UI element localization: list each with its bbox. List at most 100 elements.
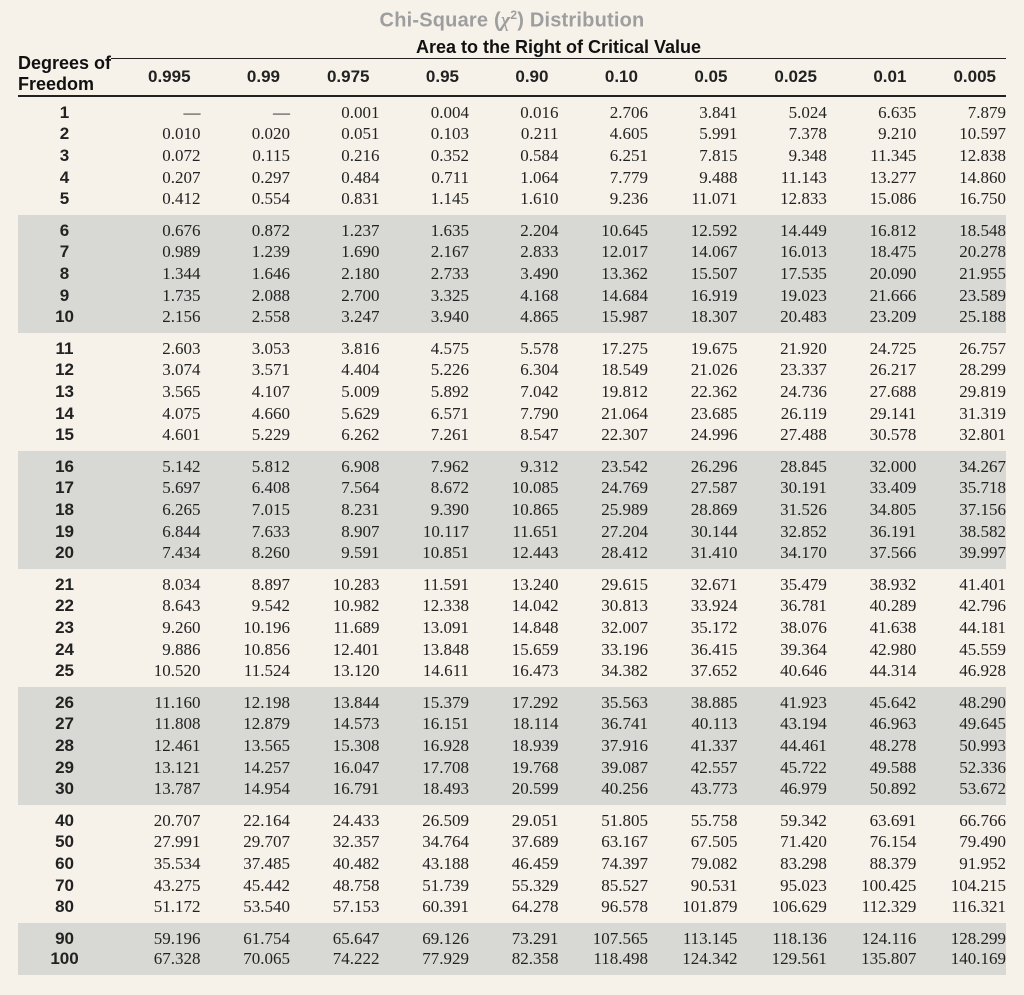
value-cell: 5.009: [290, 381, 379, 403]
df-cell: 9: [18, 285, 111, 307]
value-cell: 44.461: [737, 735, 826, 757]
df-cell: 16: [18, 451, 111, 477]
value-cell: 4.168: [469, 285, 558, 307]
value-cell: 53.672: [916, 779, 1006, 805]
value-cell: 5.991: [648, 123, 737, 145]
value-cell: 4.107: [201, 381, 290, 403]
value-cell: 63.167: [558, 831, 647, 853]
value-cell: 3.325: [380, 285, 469, 307]
value-cell: 5.142: [111, 451, 200, 477]
value-cell: 5.226: [380, 359, 469, 381]
value-cell: 55.758: [648, 805, 737, 831]
value-cell: 76.154: [827, 831, 916, 853]
table-row: 8051.17253.54057.15360.39164.27896.57810…: [18, 897, 1006, 923]
value-cell: 63.691: [827, 805, 916, 831]
value-cell: 9.542: [201, 595, 290, 617]
value-cell: 4.404: [290, 359, 379, 381]
table-row: 102.1562.5583.2473.9404.86515.98718.3072…: [18, 307, 1006, 333]
value-cell: 27.991: [111, 831, 200, 853]
value-cell: 67.328: [111, 949, 200, 975]
chi-symbol: χ: [501, 10, 511, 32]
value-cell: 28.845: [737, 451, 826, 477]
value-cell: 34.805: [827, 499, 916, 521]
table-row: 6035.53437.48540.48243.18846.45974.39779…: [18, 853, 1006, 875]
value-cell: 30.191: [737, 477, 826, 499]
value-cell: 26.296: [648, 451, 737, 477]
value-cell: 37.689: [469, 831, 558, 853]
value-cell: 1.635: [380, 215, 469, 241]
value-cell: 3.816: [290, 333, 379, 359]
value-cell: —: [201, 96, 290, 123]
value-cell: 79.490: [916, 831, 1006, 853]
value-cell: 31.410: [648, 543, 737, 569]
table-row: 165.1425.8126.9087.9629.31223.54226.2962…: [18, 451, 1006, 477]
value-cell: 0.352: [380, 145, 469, 167]
value-cell: 50.993: [916, 735, 1006, 757]
value-cell: 22.362: [648, 381, 737, 403]
value-cell: 124.342: [648, 949, 737, 975]
value-cell: 19.023: [737, 285, 826, 307]
value-cell: 42.980: [827, 639, 916, 661]
table-row: 10067.32870.06574.22277.92982.358118.498…: [18, 949, 1006, 975]
value-cell: 18.114: [469, 713, 558, 735]
value-cell: 7.633: [201, 521, 290, 543]
value-cell: 27.587: [648, 477, 737, 499]
value-cell: 1.610: [469, 189, 558, 215]
value-cell: 10.982: [290, 595, 379, 617]
value-cell: 9.348: [737, 145, 826, 167]
value-cell: 32.357: [290, 831, 379, 853]
df-cell: 70: [18, 875, 111, 897]
value-cell: 3.565: [111, 381, 200, 403]
value-cell: 28.299: [916, 359, 1006, 381]
value-cell: 12.879: [201, 713, 290, 735]
df-cell: 14: [18, 403, 111, 425]
df-cell: 40: [18, 805, 111, 831]
value-cell: 64.278: [469, 897, 558, 923]
value-cell: 14.573: [290, 713, 379, 735]
value-cell: 10.856: [201, 639, 290, 661]
value-cell: 1.344: [111, 263, 200, 285]
value-cell: 101.879: [648, 897, 737, 923]
value-cell: 9.886: [111, 639, 200, 661]
value-cell: 116.321: [916, 897, 1006, 923]
value-cell: 60.391: [380, 897, 469, 923]
value-cell: 26.119: [737, 403, 826, 425]
value-cell: 7.378: [737, 123, 826, 145]
value-cell: 53.540: [201, 897, 290, 923]
df-cell: 12: [18, 359, 111, 381]
value-cell: 0.016: [469, 96, 558, 123]
value-cell: 4.601: [111, 425, 200, 451]
value-cell: 59.196: [111, 923, 200, 949]
value-cell: 0.051: [290, 123, 379, 145]
value-cell: 29.141: [827, 403, 916, 425]
value-cell: 10.597: [916, 123, 1006, 145]
df-cell: 24: [18, 639, 111, 661]
value-cell: 41.401: [916, 569, 1006, 595]
value-cell: 5.892: [380, 381, 469, 403]
alpha-row: 0.9950.990.9750.950.900.100.050.0250.010…: [18, 58, 1006, 96]
value-cell: 11.160: [111, 687, 200, 713]
value-cell: 35.479: [737, 569, 826, 595]
value-cell: 96.578: [558, 897, 647, 923]
table-row: 30.0720.1150.2160.3520.5846.2517.8159.34…: [18, 145, 1006, 167]
value-cell: 8.231: [290, 499, 379, 521]
df-cell: 1: [18, 96, 111, 123]
df-cell: 23: [18, 617, 111, 639]
value-cell: 8.907: [290, 521, 379, 543]
value-cell: 4.605: [558, 123, 647, 145]
value-cell: 6.251: [558, 145, 647, 167]
value-cell: 0.412: [111, 189, 200, 215]
value-cell: 73.291: [469, 923, 558, 949]
value-cell: 29.615: [558, 569, 647, 595]
table-row: 2913.12114.25716.04717.70819.76839.08742…: [18, 757, 1006, 779]
value-cell: 18.475: [827, 241, 916, 263]
value-cell: 18.939: [469, 735, 558, 757]
value-cell: 35.534: [111, 853, 200, 875]
chi-square-table-page: Chi-Square (χ2) Distribution Degrees of …: [0, 0, 1024, 995]
table-row: 1——0.0010.0040.0162.7063.8415.0246.6357.…: [18, 96, 1006, 123]
value-cell: 11.689: [290, 617, 379, 639]
value-cell: 43.194: [737, 713, 826, 735]
value-cell: 33.196: [558, 639, 647, 661]
value-cell: 46.963: [827, 713, 916, 735]
value-cell: 55.329: [469, 875, 558, 897]
